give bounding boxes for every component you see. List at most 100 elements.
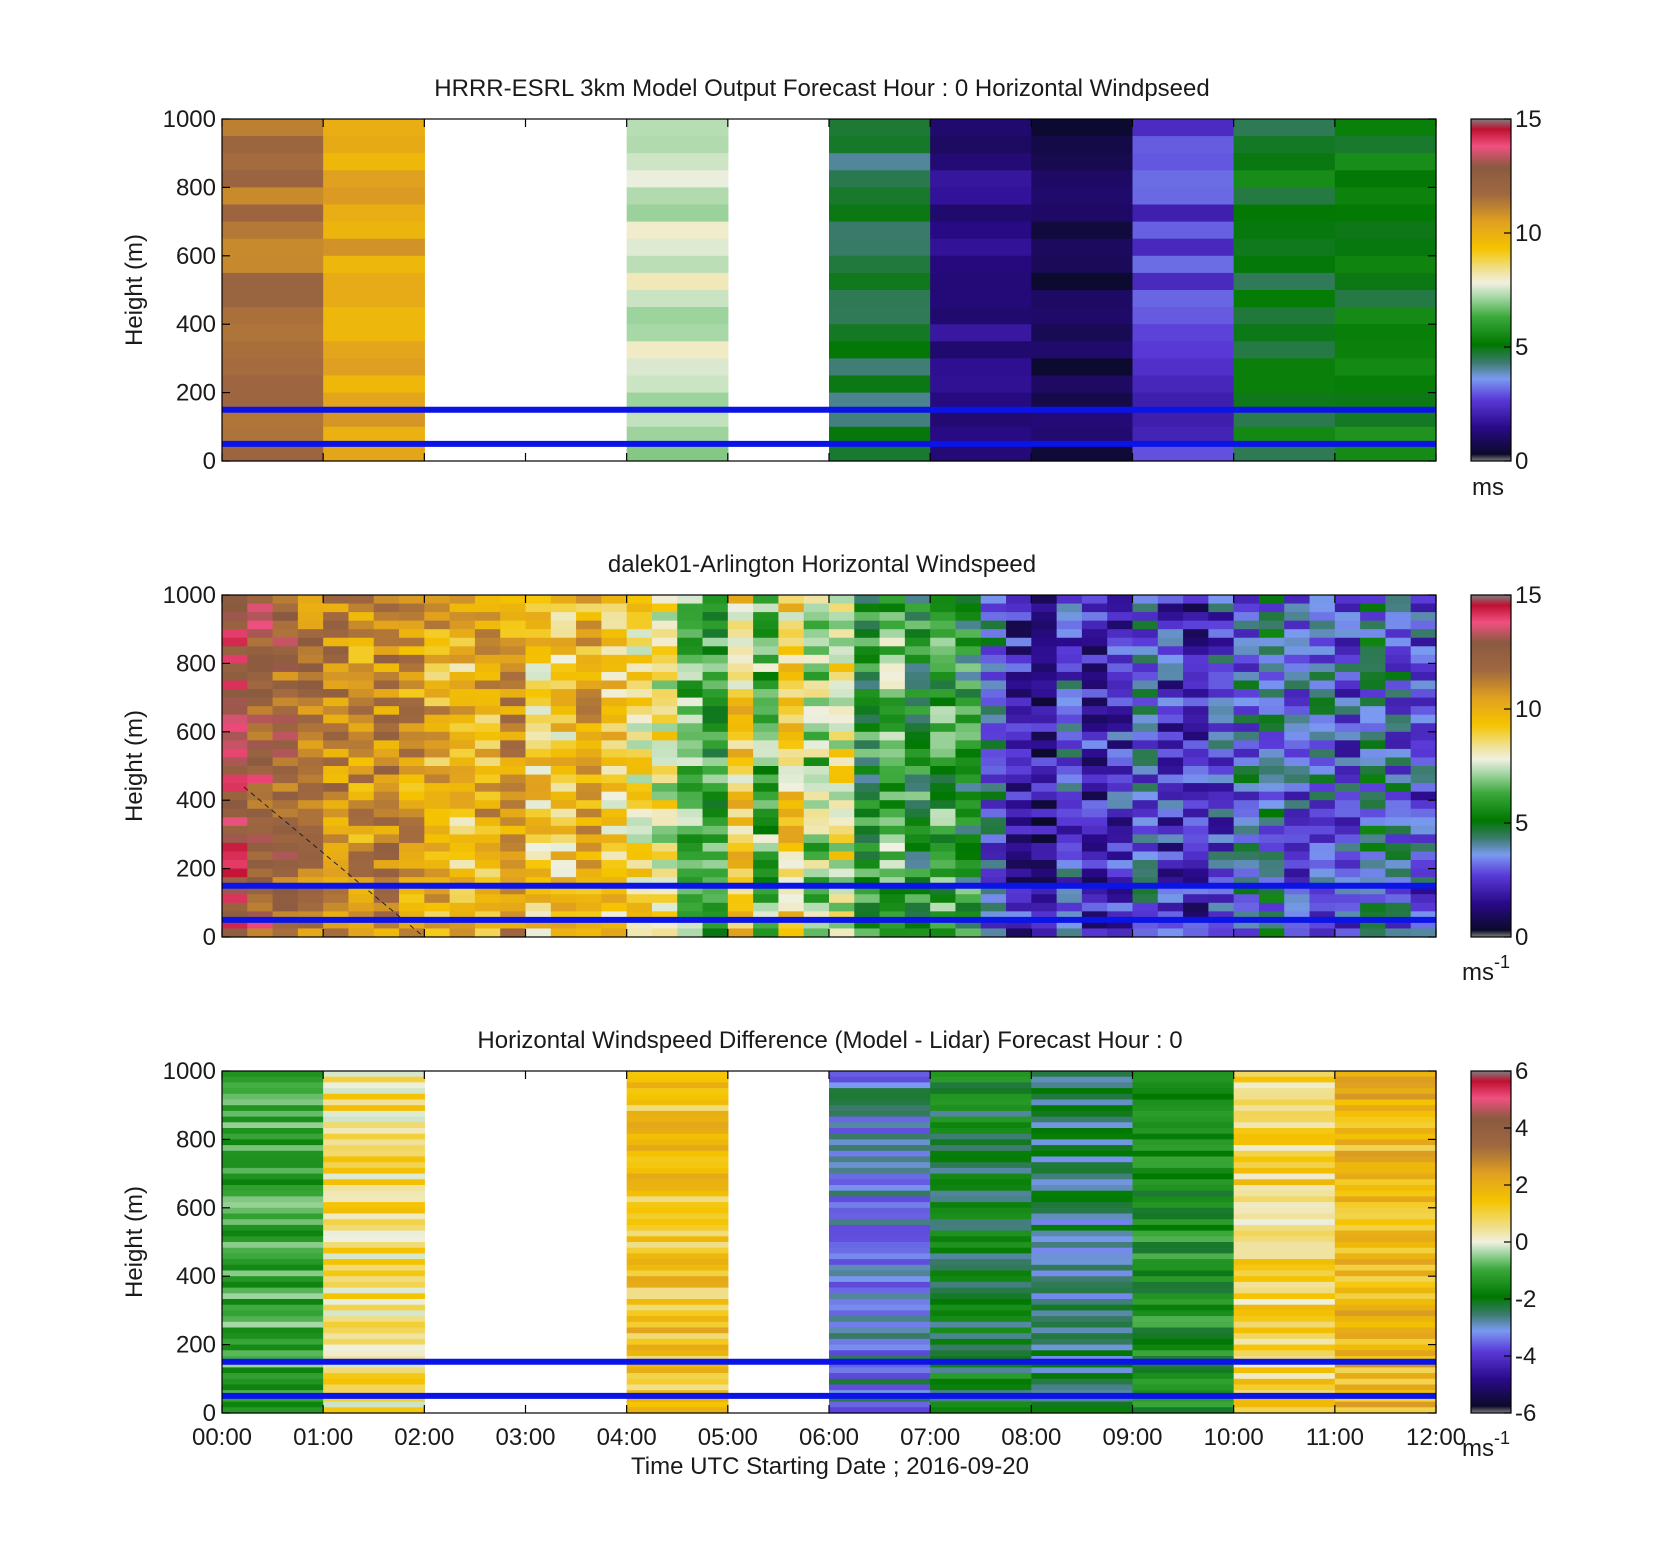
heatmap-cell — [1006, 808, 1032, 818]
heatmap-cell — [904, 919, 931, 930]
heatmap-cell — [829, 928, 855, 938]
heatmap-cell — [373, 740, 400, 750]
heatmap-cell — [930, 1299, 1032, 1306]
heatmap-cell — [550, 646, 577, 656]
heatmap-cell — [1132, 680, 1159, 690]
heatmap-cell — [1107, 800, 1134, 810]
heatmap-cell — [323, 1150, 425, 1158]
heatmap-cell — [904, 646, 931, 656]
heatmap-cell — [854, 774, 881, 784]
heatmap-cell — [677, 919, 704, 930]
heatmap-cell — [1208, 714, 1235, 724]
heatmap-cell — [626, 1162, 729, 1169]
heatmap-cell — [1081, 868, 1108, 878]
heatmap-cell — [222, 1287, 324, 1294]
heatmap-cell — [1031, 1179, 1134, 1186]
heatmap-cell — [1031, 1162, 1134, 1169]
heatmap-cell — [930, 620, 957, 630]
heatmap-cell — [1410, 885, 1437, 895]
heatmap-cell — [1410, 723, 1437, 733]
heatmap-cell — [1410, 731, 1437, 741]
heatmap-cell — [1031, 1236, 1134, 1243]
heatmap-cell — [500, 723, 527, 733]
heatmap-cell — [1233, 1179, 1336, 1186]
heatmap-cell — [829, 1287, 931, 1294]
colorbar-tick-label: 0 — [1515, 924, 1528, 951]
heatmap-cell — [1334, 426, 1437, 445]
heatmap-cell — [500, 671, 527, 682]
heatmap-cell — [601, 851, 628, 861]
heatmap-cell — [1334, 894, 1361, 904]
heatmap-cell — [879, 637, 906, 647]
heatmap-cell — [1233, 1162, 1336, 1169]
heatmap-cell — [702, 620, 729, 630]
heatmap-cell — [1334, 868, 1361, 878]
heatmap-cell — [1233, 358, 1336, 377]
heatmap-cell — [424, 706, 451, 716]
heatmap-cell — [854, 877, 881, 887]
heatmap-cell — [1157, 851, 1184, 861]
heatmap-cell — [1208, 842, 1235, 853]
heatmap-cell — [1157, 671, 1184, 682]
heatmap-cell — [1208, 706, 1235, 716]
heatmap-cell — [1410, 654, 1437, 664]
heatmap-cell — [778, 757, 805, 767]
heatmap-cell — [1056, 680, 1083, 690]
heatmap-cell — [399, 663, 425, 673]
heatmap-cell — [930, 1179, 1032, 1186]
heatmap-cell — [1334, 238, 1437, 257]
heatmap-cell — [803, 671, 830, 682]
heatmap-cell — [500, 825, 527, 835]
heatmap-cell — [500, 894, 527, 904]
heatmap-cell — [803, 689, 830, 699]
colorbar-3-unit: ms-1 — [1462, 1428, 1510, 1462]
heatmap-cell — [525, 757, 552, 767]
heatmap-cell — [930, 221, 1032, 240]
heatmap-cell — [626, 426, 729, 445]
heatmap-cell — [1183, 706, 1209, 716]
heatmap-cell — [1233, 1401, 1336, 1408]
heatmap-cell — [829, 1338, 931, 1346]
heatmap-cell — [980, 671, 1007, 682]
heatmap-cell — [1183, 791, 1209, 801]
heatmap-cell — [500, 791, 527, 801]
y-tick-label: 200 — [176, 1332, 216, 1359]
heatmap-cell — [727, 603, 754, 613]
heatmap-cell — [1031, 620, 1058, 630]
heatmap-cell — [1258, 868, 1285, 878]
heatmap-cell — [753, 877, 780, 887]
heatmap-cell — [1360, 766, 1387, 776]
heatmap-cell — [348, 860, 375, 870]
y-tick-label: 0 — [203, 448, 216, 475]
heatmap-cell — [1360, 748, 1387, 759]
heatmap-cell — [955, 902, 982, 912]
panel-3-title: Horizontal Windspeed Difference (Model -… — [477, 1027, 1182, 1054]
heatmap-cell — [1233, 255, 1336, 274]
heatmap-cell — [930, 817, 957, 827]
heatmap-cell — [904, 783, 931, 793]
heatmap-cell — [829, 740, 855, 750]
heatmap-cell — [272, 885, 299, 895]
heatmap-cell — [1132, 1276, 1235, 1283]
heatmap-cell — [1410, 860, 1437, 870]
heatmap-cell — [930, 595, 957, 605]
heatmap-cell — [601, 911, 628, 921]
heatmap-cell — [222, 1293, 324, 1300]
heatmap-cell — [677, 740, 704, 750]
heatmap-cell — [829, 1196, 931, 1203]
heatmap-cell — [702, 646, 729, 656]
heatmap-cell — [1056, 757, 1083, 767]
heatmap-cell — [677, 791, 704, 801]
heatmap-cell — [930, 808, 957, 818]
heatmap-cell — [1334, 817, 1361, 827]
heatmap-cell — [348, 748, 375, 759]
heatmap-cell — [1284, 680, 1311, 690]
heatmap-cell — [626, 1316, 729, 1323]
heatmap-cell — [930, 1071, 1032, 1078]
heatmap-cell — [1334, 928, 1361, 938]
heatmap-cell — [1284, 800, 1311, 810]
heatmap-cell — [1056, 620, 1083, 630]
heatmap-cell — [1107, 834, 1134, 844]
heatmap-cell — [1107, 603, 1134, 613]
heatmap-cell — [323, 1327, 425, 1334]
